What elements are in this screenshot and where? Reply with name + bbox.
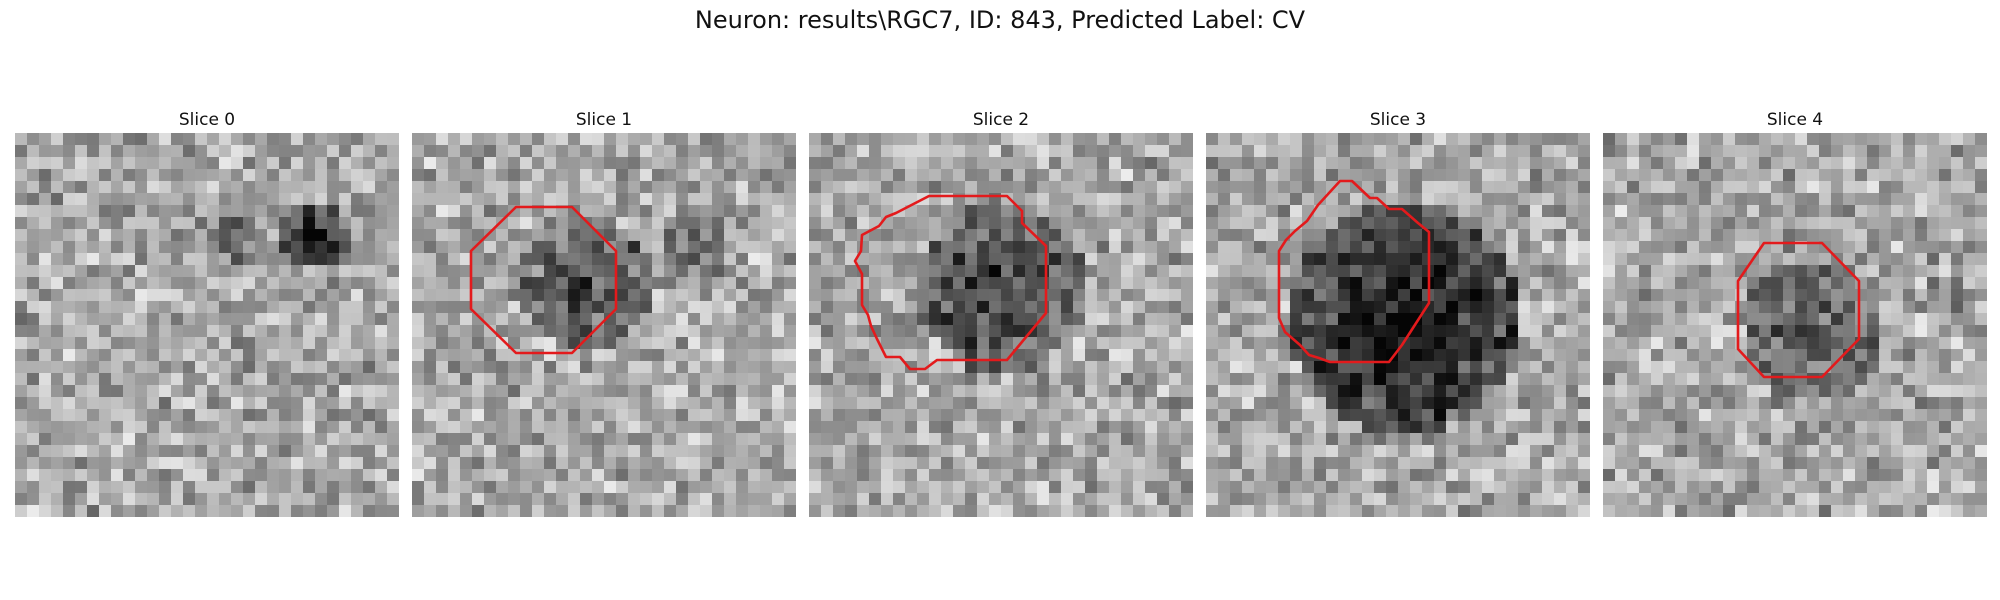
slice-title-3: Slice 3 [1206,107,1590,133]
slice-overlay-1 [412,133,796,517]
slice-overlay-3 [1206,133,1590,517]
slice-title-1: Slice 1 [412,107,796,133]
roi-contour-1 [471,207,616,353]
roi-contour-4 [1738,243,1859,377]
slice-panel-4: Slice 4 [1603,107,1987,517]
slice-title-2: Slice 2 [809,107,1193,133]
figure-title: Neuron: results\RGC7, ID: 843, Predicted… [0,6,2000,34]
slice-panel-1: Slice 1 [412,107,796,517]
slice-overlay-0 [15,133,399,517]
slice-overlay-4 [1603,133,1987,517]
slice-title-0: Slice 0 [15,107,399,133]
slice-panel-0: Slice 0 [15,107,399,517]
roi-contour-2 [855,196,1046,369]
slice-panel-3: Slice 3 [1206,107,1590,517]
slice-panel-2: Slice 2 [809,107,1193,517]
slice-overlay-2 [809,133,1193,517]
slice-title-4: Slice 4 [1603,107,1987,133]
roi-contour-3 [1279,181,1429,362]
